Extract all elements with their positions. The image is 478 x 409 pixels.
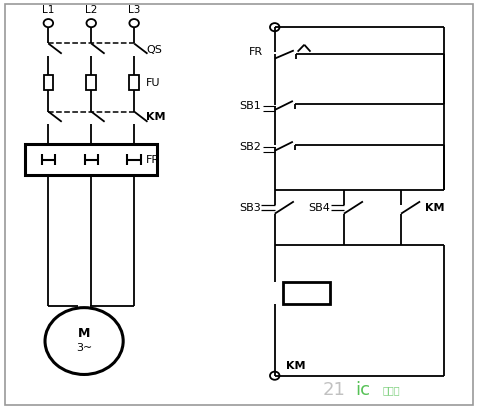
Text: 接线图: 接线图 — [383, 385, 401, 395]
Bar — [130, 75, 139, 90]
Text: SB2: SB2 — [239, 142, 261, 152]
Text: KM: KM — [286, 360, 305, 371]
Text: L1: L1 — [42, 5, 54, 15]
Text: FR: FR — [146, 155, 160, 166]
Bar — [283, 282, 329, 304]
Bar — [43, 75, 53, 90]
Text: 3~: 3~ — [76, 344, 92, 353]
Text: SB4: SB4 — [308, 202, 330, 213]
Text: L3: L3 — [128, 5, 141, 15]
Bar — [87, 75, 96, 90]
Text: 21: 21 — [323, 381, 346, 399]
Text: FU: FU — [146, 79, 161, 88]
Text: SB1: SB1 — [239, 101, 261, 111]
Text: L2: L2 — [85, 5, 98, 15]
Text: SB3: SB3 — [239, 202, 261, 213]
Text: M: M — [78, 327, 90, 340]
Text: QS: QS — [146, 45, 162, 56]
Bar — [25, 144, 157, 175]
Text: KM: KM — [146, 112, 165, 122]
Text: FR: FR — [249, 47, 262, 56]
Text: KM: KM — [425, 202, 445, 213]
Text: ic: ic — [356, 381, 370, 399]
